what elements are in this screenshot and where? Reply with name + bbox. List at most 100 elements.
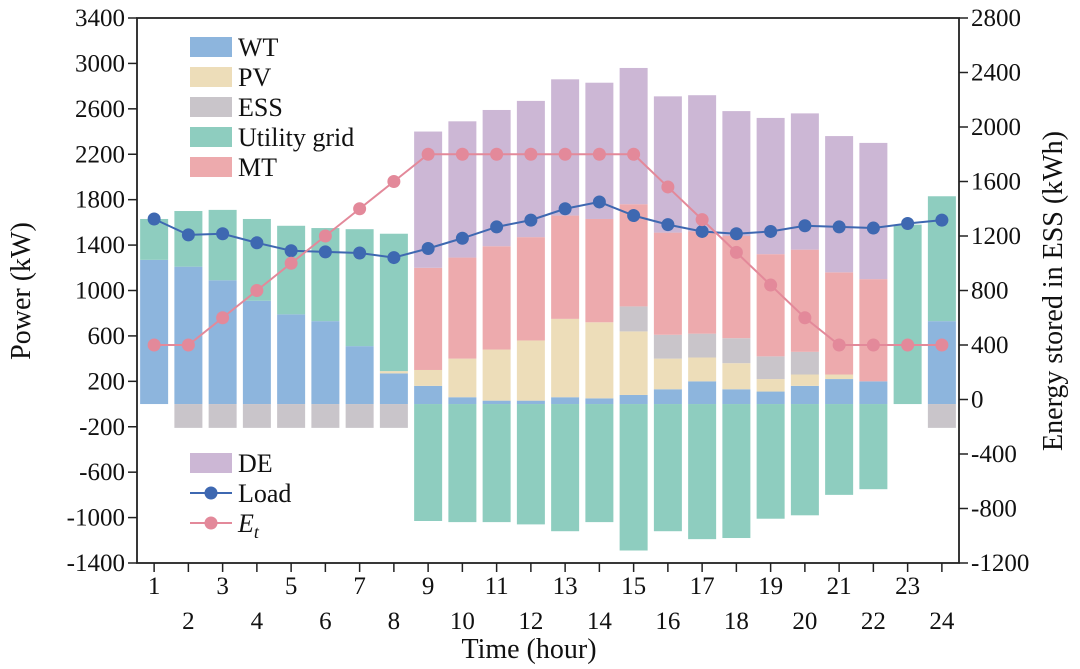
left-axis-title: Power (kW) [6,222,37,360]
bar-ess-hour-17 [688,333,717,358]
bar-mt-hour-19 [756,254,785,357]
legend-label-utility-grid: Utility grid [238,123,354,152]
point-load-hour-24 [935,213,949,227]
bars-layer [140,67,956,551]
point-load-hour-15 [627,209,641,223]
point-load-hour-23 [901,217,915,231]
x-tick-label: 24 [929,608,955,635]
bar-utility-grid-hour-13 [551,404,580,532]
left-tick-label: 3400 [75,5,125,32]
x-tick-label: 7 [353,573,366,600]
point-load-hour-22 [866,221,880,235]
bar-wt-hour-16 [653,389,682,405]
bar-utility-grid-hour-22 [859,404,888,490]
right-tick-label: 0 [971,387,984,414]
left-tick-label: 1800 [75,187,125,214]
point-e-t-hour-2 [181,338,195,352]
point-e-t-hour-22 [866,338,880,352]
bar-wt-hour-2 [174,266,203,405]
bar-wt-hour-22 [859,381,888,405]
lines-layer [147,147,949,352]
bar-mt-hour-9 [414,267,443,370]
left-tick-label: -200 [79,414,125,441]
bar-pv-hour-8 [379,371,408,374]
legend-swatch-wt [190,37,232,57]
bar-mt-hour-11 [482,246,511,350]
right-tick-label: -800 [971,496,1017,523]
x-tick-label: 23 [895,573,920,600]
bar-wt-hour-24 [927,321,956,405]
bar-ess-hour-3 [208,404,237,428]
point-load-hour-14 [592,195,606,209]
point-e-t-hour-8 [387,175,401,188]
right-tick-label: -1200 [971,550,1029,577]
bar-pv-hour-20 [790,374,819,386]
point-e-t-hour-10 [455,147,469,161]
bar-utility-grid-hour-1 [140,218,169,260]
x-tick-label: 16 [655,608,680,635]
bar-ess-hour-7 [345,404,374,428]
bar-pv-hour-12 [516,340,545,401]
x-tick-label: 9 [422,573,435,600]
bar-utility-grid-hour-19 [756,404,785,519]
point-load-hour-5 [284,244,298,258]
point-e-t-hour-15 [627,147,641,161]
bar-wt-hour-20 [790,385,819,405]
bar-wt-hour-10 [448,397,477,405]
bar-de-hour-17 [688,95,717,232]
bar-ess-hour-20 [790,351,819,375]
bar-utility-grid-hour-16 [653,404,682,532]
bar-de-hour-18 [722,111,751,236]
bar-ess-hour-6 [311,404,340,428]
point-load-hour-9 [421,241,435,255]
point-e-t-hour-23 [901,338,915,352]
legend-swatch-utility-grid [190,127,232,147]
right-tick-label: 2800 [971,5,1021,32]
bar-utility-grid-hour-9 [414,404,443,521]
bar-mt-hour-21 [825,272,854,375]
x-tick-label: 3 [216,573,229,600]
right-tick-label: 1600 [971,169,1021,196]
bar-wt-hour-6 [311,321,340,405]
x-tick-label: 20 [792,608,817,635]
point-e-t-hour-1 [147,338,161,352]
point-load-hour-4 [250,236,264,250]
bar-ess-hour-2 [174,404,203,428]
bar-utility-grid-hour-23 [893,224,922,405]
right-tick-label: 400 [971,332,1009,359]
bar-mt-hour-14 [585,218,614,323]
bar-pv-hour-18 [722,363,751,390]
bar-wt-hour-5 [277,314,306,405]
legend-swatch-mt [190,157,232,177]
bar-pv-hour-11 [482,349,511,401]
point-load-hour-18 [729,227,743,241]
bar-pv-hour-15 [619,331,648,395]
x-tick-label: 18 [724,608,749,635]
bar-pv-hour-13 [551,318,580,398]
bar-ess-hour-16 [653,334,682,359]
point-load-hour-8 [387,251,401,265]
bar-de-hour-22 [859,142,888,280]
left-tick-label: 200 [88,368,126,395]
point-load-hour-1 [147,212,161,226]
bar-de-hour-16 [653,96,682,233]
point-load-hour-20 [798,219,812,233]
x-tick-label: 21 [827,573,852,600]
bar-pv-hour-21 [825,374,854,380]
legend-swatch-ess [190,97,232,117]
x-tick-label: 10 [450,608,475,635]
bar-ess-hour-4 [242,404,271,428]
bar-mt-hour-17 [688,231,717,334]
bar-wt-hour-21 [825,379,854,405]
bar-utility-grid-hour-17 [688,404,717,540]
bar-pv-hour-16 [653,358,682,390]
bar-utility-grid-hour-20 [790,404,819,516]
x-tick-label: 14 [587,608,613,635]
bar-mt-hour-20 [790,249,819,352]
left-tick-label: 2200 [75,141,125,168]
bar-utility-grid-hour-15 [619,404,648,551]
legend-swatch-pv [190,67,232,87]
legend-label-mt: MT [238,153,277,182]
bar-utility-grid-hour-10 [448,404,477,523]
